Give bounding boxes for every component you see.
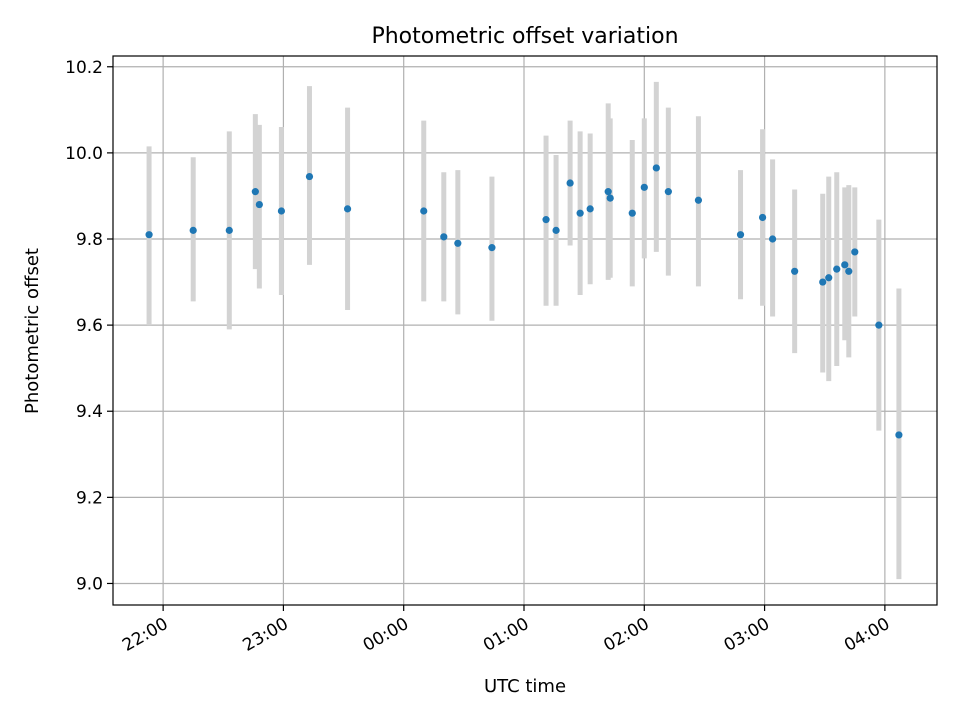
plot-area-frame <box>112 55 938 606</box>
y-tick-label: 9.2 <box>76 488 103 508</box>
data-point <box>895 431 903 439</box>
data-point <box>606 194 614 202</box>
x-tick-label: 23:00 <box>239 614 291 656</box>
data-point <box>145 231 153 239</box>
data-point <box>841 261 849 269</box>
data-point <box>604 188 612 196</box>
data-point <box>225 226 233 234</box>
data-point <box>420 207 428 215</box>
y-tick-label: 9.8 <box>76 230 103 250</box>
chart-title: Photometric offset variation <box>371 24 678 49</box>
x-axis-ticks: 22:00 23:00 00:00 01:00 02:00 03:00 04:00 <box>119 605 893 656</box>
data-point <box>769 235 777 243</box>
data-point <box>640 183 648 191</box>
data-point <box>454 239 462 247</box>
data-point <box>566 179 574 187</box>
data-point <box>791 267 799 275</box>
data-point <box>825 274 833 282</box>
data-point <box>542 216 550 224</box>
data-point <box>819 278 827 286</box>
data-point <box>251 188 259 196</box>
y-axis-label: Photometric offset <box>22 248 43 414</box>
x-axis-label: UTC time <box>484 676 566 697</box>
y-tick-label: 10.2 <box>65 58 103 78</box>
data-point <box>277 207 286 215</box>
data-point <box>305 172 314 181</box>
data-point <box>552 226 560 234</box>
data-point <box>628 209 636 217</box>
data-point <box>845 267 853 275</box>
data-point <box>851 248 859 256</box>
data-point <box>488 244 496 252</box>
data-point <box>875 321 883 329</box>
data-point <box>343 205 352 213</box>
x-tick-label: 03:00 <box>721 614 773 656</box>
data-point <box>652 164 660 172</box>
data-points <box>145 164 903 439</box>
y-tick-label: 9.6 <box>76 316 103 336</box>
x-tick-label: 02:00 <box>600 614 652 656</box>
grid-lines <box>113 56 937 605</box>
x-tick-label: 01:00 <box>480 614 532 656</box>
data-point <box>736 231 745 239</box>
data-point <box>440 233 448 241</box>
data-point <box>576 209 584 217</box>
data-point <box>694 196 703 204</box>
x-tick-label: 04:00 <box>841 614 893 656</box>
data-point <box>833 265 841 273</box>
data-point <box>189 226 197 234</box>
x-tick-label: 00:00 <box>360 614 412 656</box>
data-point <box>586 205 594 213</box>
y-tick-label: 10.0 <box>65 144 103 164</box>
y-axis-ticks: 9.0 9.2 9.4 9.6 9.8 10.0 10.2 <box>65 58 113 594</box>
data-point <box>664 188 672 196</box>
data-point <box>255 200 263 209</box>
data-point <box>758 213 767 222</box>
x-tick-label: 22:00 <box>119 614 171 656</box>
y-tick-label: 9.4 <box>76 402 103 422</box>
y-tick-label: 9.0 <box>76 574 103 594</box>
